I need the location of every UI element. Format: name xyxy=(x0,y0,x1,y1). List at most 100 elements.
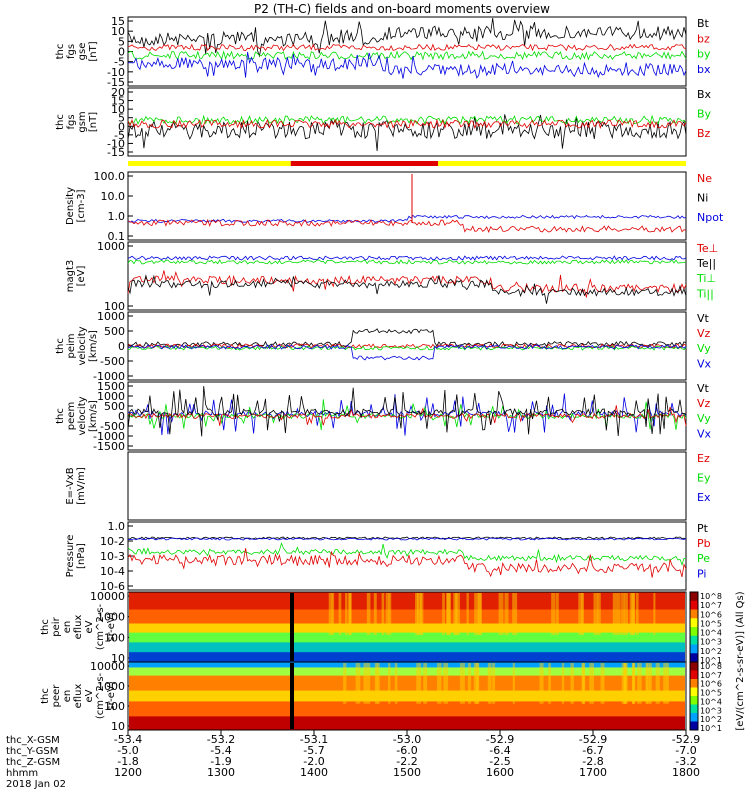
spectrogram-streak xyxy=(453,593,458,635)
y-axis-label: magt3 xyxy=(65,260,76,293)
y-axis-label: gse xyxy=(77,43,88,61)
series-Pe xyxy=(127,541,686,567)
spectrogram-streak xyxy=(475,663,480,704)
legend-entry: Pb xyxy=(697,537,711,550)
spectrogram-streak xyxy=(355,663,361,704)
series-Bz xyxy=(127,118,687,130)
spectrogram-streak xyxy=(376,663,380,704)
spectrogram-streak xyxy=(343,663,347,704)
x-tick-gsm-y: -6.7 xyxy=(582,744,603,757)
y-tick-label: -10 xyxy=(107,137,125,150)
legend-entry: by xyxy=(697,48,711,61)
series-Npot xyxy=(127,214,687,223)
spectrogram-streak xyxy=(443,663,449,704)
y-tick-label: 1000 xyxy=(97,390,125,403)
series-bz xyxy=(127,43,687,52)
panel-frame xyxy=(127,16,687,87)
status-bar-segment xyxy=(438,161,686,166)
series-Vz xyxy=(127,405,687,427)
y-tick-label: 10-4 xyxy=(100,565,125,578)
y-tick-label: 1000 xyxy=(97,240,125,253)
legend-entry: Ey xyxy=(697,471,711,484)
x-tick-gsm-y: -5.4 xyxy=(210,744,231,757)
panel-peer-eflux: 10000 1000 100 10 thc peer en eflux eV (cm^2-s-sr… xyxy=(40,660,687,733)
spectrogram-streak xyxy=(589,663,595,704)
x-tick-gsm-z: -2.5 xyxy=(489,755,510,768)
spectrogram-band xyxy=(129,592,685,610)
legend-entry: Vy xyxy=(697,412,711,425)
legend-entry: Ti|| xyxy=(696,287,714,300)
colorbar-tick-label: 10^7 xyxy=(700,601,722,610)
y-tick-label: -10 xyxy=(107,66,125,79)
spectrogram-band xyxy=(129,652,685,663)
spectrogram-streak xyxy=(416,593,422,635)
colorbar-cell xyxy=(690,600,698,610)
spectrogram-band xyxy=(129,716,685,731)
y-axis-label: en xyxy=(62,621,73,634)
spectrogram-streak xyxy=(578,593,583,635)
x-tick-hhmm: 1600 xyxy=(486,766,514,779)
status-bar-segment xyxy=(128,161,291,166)
y-axis-label: en xyxy=(62,690,73,703)
colorbar-cell xyxy=(690,713,698,722)
y-tick-label: 1.0 xyxy=(108,520,126,533)
x-tick-gsm-y: -6.0 xyxy=(396,744,417,757)
colorbar-tick-label: 10^6 xyxy=(700,610,722,619)
series-Bt xyxy=(127,17,687,58)
spectrogram-streak xyxy=(582,663,585,704)
spectrogram-streak xyxy=(561,663,565,704)
series-Ti-perp xyxy=(127,255,687,261)
y-tick-label: 10 xyxy=(111,652,125,665)
spectrogram-streak xyxy=(385,593,390,635)
spectrogram-streak xyxy=(666,663,669,704)
y-tick-label: -15 xyxy=(107,76,125,89)
legend-entry: Bz xyxy=(697,127,711,140)
colorbar-cell xyxy=(690,627,698,637)
colorbar-cell xyxy=(690,662,698,671)
y-axis-label: Pressure xyxy=(65,535,76,578)
spectrogram-band xyxy=(129,690,685,702)
spectrogram-streak xyxy=(367,663,371,704)
x-tick-hhmm: 1700 xyxy=(579,766,607,779)
y-axis-label: thc xyxy=(55,44,66,60)
spectrogram-streak xyxy=(436,663,442,704)
x-tick-gsm-y: -5.0 xyxy=(117,744,138,757)
legend-entry: Vz xyxy=(697,327,711,340)
legend-entry: Ez xyxy=(697,452,710,465)
spectrogram-streak xyxy=(479,593,483,635)
x-tick-gsm-z: -3.2 xyxy=(675,755,696,768)
colorbar: 10^810^710^610^510^410^310^210^1 xyxy=(689,591,722,665)
colorbar-cell xyxy=(690,609,698,619)
legend-entry: Pi xyxy=(697,567,706,580)
colorbar-cell xyxy=(690,687,698,697)
spectrogram-streak xyxy=(663,663,667,704)
y-axis-label: peir xyxy=(51,616,62,636)
spectrogram-streak xyxy=(363,663,369,704)
spectrogram-streak xyxy=(504,593,509,635)
spectrogram-streak xyxy=(415,593,419,635)
series-Pb xyxy=(127,548,687,578)
legend-entry: Bt xyxy=(697,17,710,30)
legend-entry: Npot xyxy=(697,211,724,224)
y-tick-label: -1500 xyxy=(93,440,125,453)
x-tick-hhmm: 1200 xyxy=(114,766,142,779)
x-tick-hhmm: 1800 xyxy=(672,766,700,779)
panel-frame xyxy=(127,171,687,241)
spectrogram-streak xyxy=(548,663,551,704)
y-axis-label: [mV/m] xyxy=(76,467,87,505)
colorbar: 10^810^710^610^510^410^310^210^1 xyxy=(689,661,722,733)
spectrogram-streak xyxy=(512,593,518,635)
spectrogram-streak xyxy=(653,593,656,635)
y-axis-label: [nT] xyxy=(88,112,99,132)
spectrogram-streak xyxy=(338,593,342,635)
panel-peir-eflux: 10000 1000 100 10 thc peir en eflux eV (cm^2-s-sr… xyxy=(40,590,687,665)
y-axis-label: thc xyxy=(55,114,66,130)
x-row-label: thc_X-GSM xyxy=(6,735,60,746)
spectrogram-band xyxy=(129,609,685,624)
x-tick-gsm-y: -7.0 xyxy=(675,744,696,757)
y-axis-label: velocity xyxy=(77,396,88,435)
y-axis-label: eflux xyxy=(73,615,84,640)
spectrogram-streak xyxy=(645,663,648,704)
y-axis-label: thc xyxy=(40,688,51,704)
